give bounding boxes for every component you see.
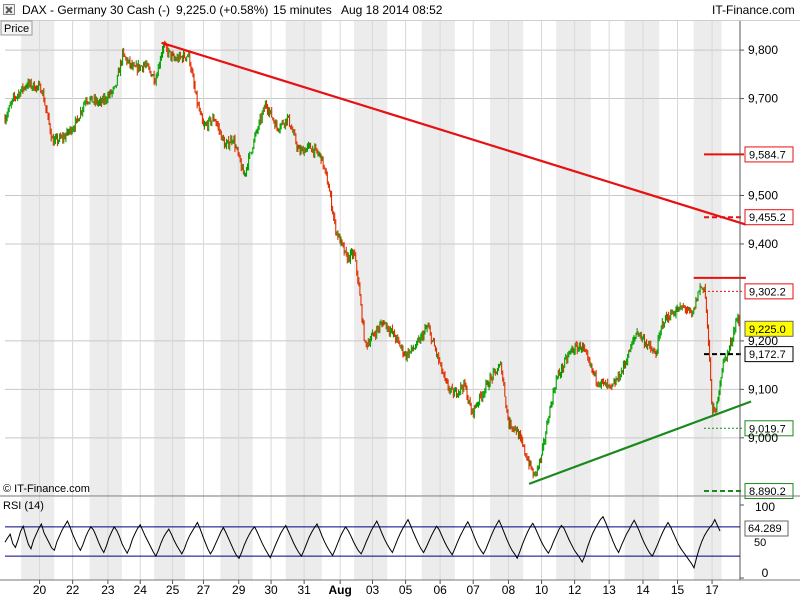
time-tick-label: 12 <box>568 583 582 597</box>
support-trendline <box>528 400 752 485</box>
time-tick-label: 15 <box>671 583 685 597</box>
price-tick-label: 9,100 <box>748 382 778 396</box>
level-label: 9,019.7 <box>749 423 786 435</box>
time-tick-label: 06 <box>433 583 447 597</box>
rsi-tick-100: 100 <box>755 500 775 514</box>
rsi-line <box>4 515 721 570</box>
rsi-panel-label: RSI (14) <box>3 500 44 512</box>
time-tick-label: 05 <box>399 583 413 597</box>
price-tick-label: 9,200 <box>748 334 778 348</box>
level-label-box <box>744 483 794 500</box>
price-panel-label-box <box>0 20 33 36</box>
resistance-trendline <box>161 41 747 226</box>
level-label-box <box>744 420 794 437</box>
time-axis: 20 22 23 24 25 27 29 30 31 Aug 03 05 06 07 08 10 12 13 14 1… <box>0 579 800 597</box>
level-label: 8,890.2 <box>749 486 786 498</box>
time-tick-label: 07 <box>467 583 481 597</box>
level-label-box <box>744 283 794 300</box>
level-label: 9,172.7 <box>749 349 786 361</box>
level-label: 9,584.7 <box>749 149 786 161</box>
date-band-rsi <box>89 497 122 580</box>
time-tick-label: Aug <box>328 583 351 597</box>
price-tick-label: 9,000 <box>748 431 778 445</box>
close-icon[interactable] <box>3 4 15 15</box>
time-tick-label: 27 <box>197 583 211 597</box>
time-tick-label: 14 <box>636 583 650 597</box>
date-band-rsi <box>154 497 186 580</box>
time-tick-label: 25 <box>166 583 180 597</box>
time-tick-label: 29 <box>232 583 246 597</box>
level-label-box <box>744 320 794 337</box>
time-tick-label: 20 <box>33 583 47 597</box>
rsi-tick-0: 0 <box>762 566 769 580</box>
price-axis: 9,800 9,700 9,500 9,400 9,200 9,100 9,000 <box>0 21 800 580</box>
price-series <box>4 40 741 479</box>
time-tick-label: 17 <box>705 583 719 597</box>
level-label-box <box>744 146 794 163</box>
date-band-rsi <box>693 497 722 580</box>
date-band-price <box>421 21 455 496</box>
date-band-price <box>624 21 660 496</box>
price-levels: 9,584.7 9,455.2 9,302.2 9,225.0 9,172.7 9,019… <box>704 146 794 500</box>
level-label: 9,302.2 <box>749 286 786 298</box>
brand-label: IT-Finance.com <box>712 3 795 17</box>
rsi-value-label: 64.289 <box>748 523 782 535</box>
price-tick-label: 9,400 <box>748 237 778 251</box>
date-band-price <box>693 21 722 496</box>
date-band-price <box>89 21 122 496</box>
timestamp: Aug 18 2014 08:52 <box>341 3 443 17</box>
current-quote: 9,225.0 (+0.58%) <box>176 3 269 17</box>
rsi-tick-50: 50 <box>754 537 766 549</box>
date-band-price <box>556 21 591 496</box>
time-tick-label: 22 <box>66 583 80 597</box>
interval-label: 15 minutes <box>273 3 332 17</box>
date-band-rsi <box>421 497 455 580</box>
rsi-panel <box>4 504 744 579</box>
date-band-price <box>154 21 186 496</box>
level-label-box <box>744 209 794 226</box>
time-tick-label: 10 <box>535 583 549 597</box>
date-band-price <box>490 21 524 496</box>
level-label: 9,455.2 <box>749 212 786 224</box>
price-tick-label: 9,500 <box>748 188 778 202</box>
time-tick-label: 13 <box>602 583 616 597</box>
time-tick-label: 08 <box>502 583 516 597</box>
level-label: 9,225.0 <box>749 324 786 336</box>
date-band-rsi <box>556 497 591 580</box>
price-tick-label: 9,800 <box>748 43 778 57</box>
instrument-title: DAX - Germany 30 Cash (-) <box>22 3 171 17</box>
grid-lines <box>5 21 740 580</box>
copyright-label: © IT-Finance.com <box>3 483 90 495</box>
date-band-rsi <box>354 497 388 580</box>
trendlines <box>161 41 752 485</box>
date-band-price <box>354 21 388 496</box>
rsi-value-box <box>744 520 789 537</box>
level-label-box <box>744 346 794 363</box>
date-band-rsi <box>220 497 253 580</box>
time-tick-label: 30 <box>264 583 278 597</box>
chart-header: DAX - Germany 30 Cash (-) 9,225.0 (+0.58… <box>0 0 800 21</box>
price-panel-label: Price <box>4 23 29 35</box>
date-band-price <box>220 21 253 496</box>
time-tick-label: 31 <box>297 583 311 597</box>
price-tick-label: 9,700 <box>748 92 778 106</box>
date-band-price <box>21 21 55 496</box>
time-tick-label: 23 <box>101 583 115 597</box>
time-tick-label: 24 <box>134 583 148 597</box>
time-tick-label: 03 <box>366 583 380 597</box>
